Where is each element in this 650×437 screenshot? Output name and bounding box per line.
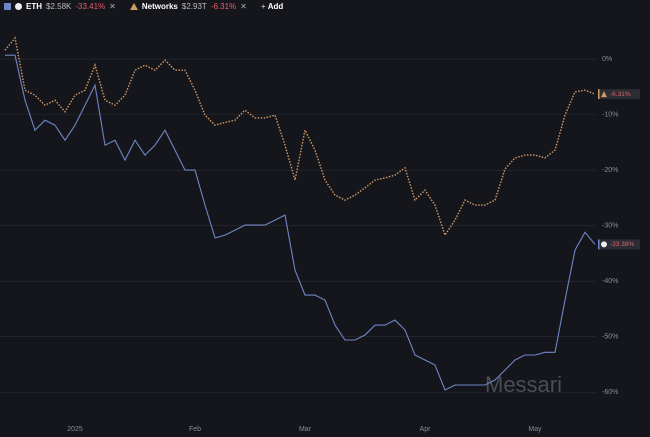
legend-name: ETH: [26, 2, 42, 11]
legend-name: Networks: [141, 2, 178, 11]
x-tick-label: Mar: [299, 426, 312, 433]
legend-change: -6.31%: [210, 2, 237, 11]
add-button[interactable]: + Add: [260, 2, 284, 11]
remove-button[interactable]: ✕: [109, 2, 116, 11]
y-tick-label: -20%: [602, 167, 618, 174]
end-badge: -6.31%: [598, 89, 640, 100]
y-tick-label: -50%: [602, 334, 618, 341]
remove-button[interactable]: ✕: [240, 2, 247, 11]
legend-change: -33.41%: [75, 2, 106, 11]
end-label: -33.38%: [610, 241, 634, 248]
legend-price: $2.93T: [181, 2, 207, 11]
end-badge: -33.38%: [598, 239, 640, 250]
legend-price: $2.58K: [46, 2, 72, 11]
y-tick-label: 0%: [602, 56, 612, 63]
series-line: [4, 36, 596, 237]
legend: ETH $2.58K -33.41% ✕ Networks $2.93T -6.…: [4, 2, 283, 11]
series-line: [5, 54, 596, 391]
badge-edge: [598, 89, 600, 100]
badge-icon: [601, 91, 607, 98]
end-label: -6.31%: [610, 91, 631, 98]
badge-icon: [601, 241, 607, 248]
eth-icon: [15, 3, 22, 10]
watermark: Messari: [485, 372, 562, 397]
badge-bg: [598, 89, 640, 100]
y-tick-label: -40%: [602, 278, 618, 285]
badge-edge: [598, 239, 600, 250]
x-tick-label: 2025: [67, 426, 83, 433]
x-tick-label: Apr: [420, 426, 432, 433]
networks-icon: [129, 3, 138, 10]
x-tick-label: Feb: [189, 426, 201, 433]
y-tick-label: -30%: [602, 223, 618, 230]
series-toggle[interactable]: [4, 3, 11, 10]
badge-bg: [598, 239, 640, 250]
y-tick-label: -10%: [602, 111, 618, 118]
add-label: Add: [267, 2, 284, 11]
y-tick-label: -60%: [602, 389, 618, 396]
x-tick-label: May: [528, 426, 542, 433]
